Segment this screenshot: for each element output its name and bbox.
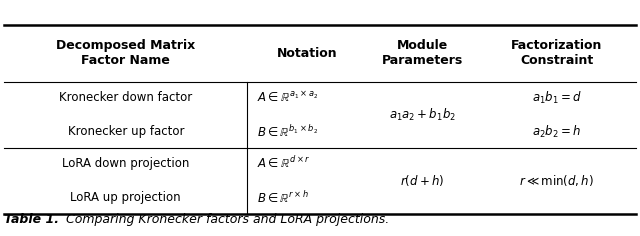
Text: Kronecker down factor: Kronecker down factor — [59, 91, 193, 104]
Text: Comparing Kronecker factors and LoRA projections.: Comparing Kronecker factors and LoRA pro… — [62, 213, 390, 226]
Text: Factorization
Constraint: Factorization Constraint — [511, 39, 603, 67]
Text: Module
Parameters: Module Parameters — [382, 39, 463, 67]
Text: $r(d + h)$: $r(d + h)$ — [401, 173, 445, 188]
Text: Table 1.: Table 1. — [4, 213, 59, 226]
Text: $a_1 b_1 = d$: $a_1 b_1 = d$ — [532, 89, 582, 105]
Text: $A \in \mathbb{R}^{a_1 \times a_2}$: $A \in \mathbb{R}^{a_1 \times a_2}$ — [257, 90, 318, 105]
Text: $B \in \mathbb{R}^{r \times h}$: $B \in \mathbb{R}^{r \times h}$ — [257, 190, 308, 206]
Text: $a_2 b_2 = h$: $a_2 b_2 = h$ — [532, 124, 581, 140]
Text: Decomposed Matrix
Factor Name: Decomposed Matrix Factor Name — [56, 39, 195, 67]
Text: LoRA down projection: LoRA down projection — [62, 157, 189, 170]
Text: Kronecker up factor: Kronecker up factor — [67, 125, 184, 138]
Text: $A \in \mathbb{R}^{d \times r}$: $A \in \mathbb{R}^{d \times r}$ — [257, 156, 310, 172]
Text: Notation: Notation — [277, 47, 338, 60]
Text: $B \in \mathbb{R}^{b_1 \times b_2}$: $B \in \mathbb{R}^{b_1 \times b_2}$ — [257, 124, 318, 140]
Text: $a_1 a_2 + b_1 b_2$: $a_1 a_2 + b_1 b_2$ — [389, 106, 456, 123]
Text: $r \ll \min(d, h)$: $r \ll \min(d, h)$ — [520, 173, 595, 188]
Text: LoRA up projection: LoRA up projection — [70, 191, 181, 204]
